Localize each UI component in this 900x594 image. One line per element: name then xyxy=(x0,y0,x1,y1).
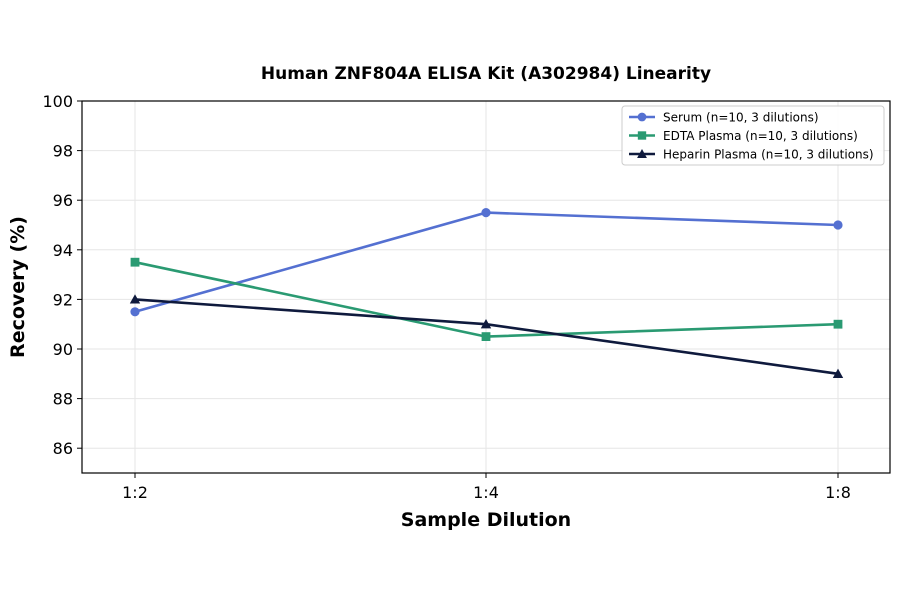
y-tick-label: 86 xyxy=(53,439,73,458)
x-tick-label: 1:4 xyxy=(473,483,499,502)
y-tick-label: 94 xyxy=(53,241,73,260)
series-layer xyxy=(129,208,844,378)
x-tick-label: 1:2 xyxy=(122,483,148,502)
legend-marker xyxy=(637,131,647,140)
legend-marker xyxy=(637,149,647,158)
x-tick-label: 1:8 xyxy=(825,483,851,502)
legend-item: Heparin Plasma (n=10, 3 dilutions) xyxy=(629,148,874,162)
data-point xyxy=(480,319,492,329)
series-2 xyxy=(129,294,844,378)
legend-item: Serum (n=10, 3 dilutions) xyxy=(629,111,819,125)
legend-label: EDTA Plasma (n=10, 3 dilutions) xyxy=(663,129,858,143)
y-tick-label: 88 xyxy=(53,390,73,409)
y-tick-label: 90 xyxy=(53,340,73,359)
y-tick-label: 100 xyxy=(42,92,73,111)
y-axis-label: Recovery (%) xyxy=(7,216,29,358)
data-point xyxy=(833,319,843,329)
data-point xyxy=(833,220,843,230)
data-point xyxy=(130,307,140,317)
chart-title: Human ZNF804A ELISA Kit (A302984) Linear… xyxy=(261,64,711,84)
x-axis: 1:2 1:4 1:8 xyxy=(122,473,851,502)
data-point xyxy=(129,294,141,304)
data-point xyxy=(481,208,491,218)
data-point xyxy=(130,257,140,267)
legend-marker xyxy=(637,112,647,122)
x-axis-label: Sample Dilution xyxy=(401,509,571,531)
legend-label: Heparin Plasma (n=10, 3 dilutions) xyxy=(663,148,874,162)
data-point xyxy=(481,332,491,341)
legend-box xyxy=(621,105,885,166)
data-point xyxy=(832,368,844,378)
y-tick-label: 96 xyxy=(53,191,73,210)
y-axis: 86 88 90 92 94 96 98 100 xyxy=(42,92,82,458)
legend: Serum (n=10, 3 dilutions) EDTA Plasma (n=… xyxy=(621,105,885,166)
grid-lines xyxy=(82,101,890,473)
series-1 xyxy=(130,257,843,341)
legend-label: Serum (n=10, 3 dilutions) xyxy=(663,111,819,125)
series-0 xyxy=(130,208,843,317)
legend-item: EDTA Plasma (n=10, 3 dilutions) xyxy=(629,129,858,143)
y-tick-label: 98 xyxy=(53,142,73,161)
y-tick-label: 92 xyxy=(53,290,73,309)
